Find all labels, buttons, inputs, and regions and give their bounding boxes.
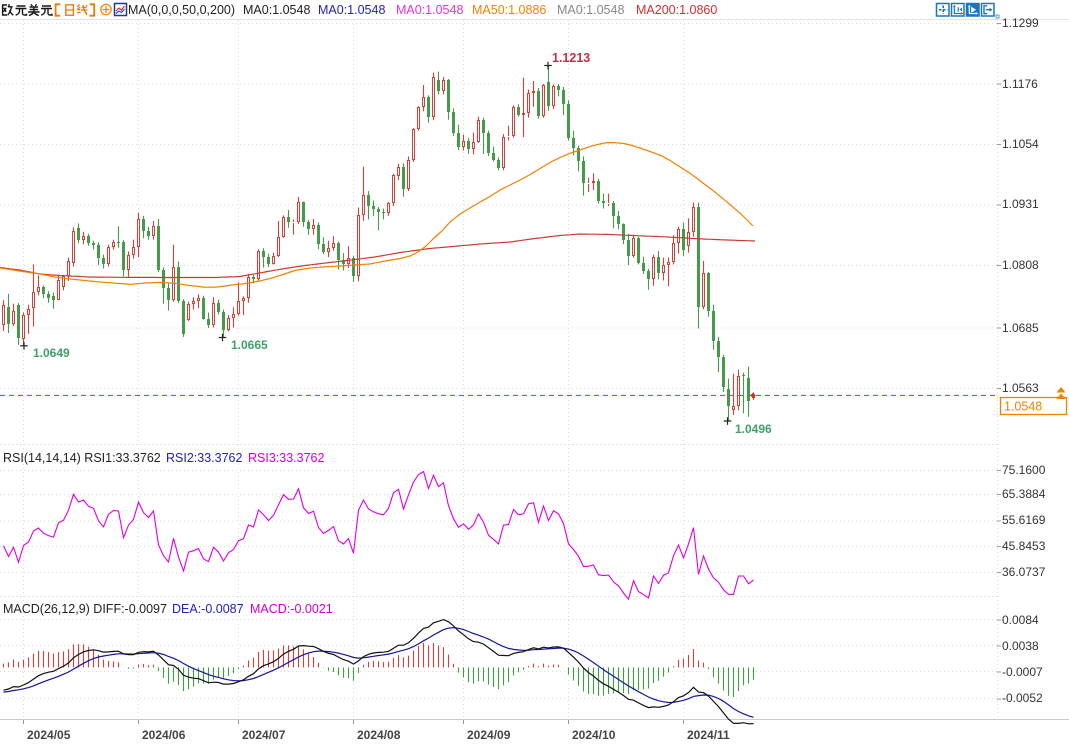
svg-text:1.0496: 1.0496 <box>735 422 772 436</box>
svg-text:65.3884: 65.3884 <box>1002 487 1046 501</box>
svg-text:RSI(14,14,14) RSI1:33.3762: RSI(14,14,14) RSI1:33.3762 <box>3 451 161 465</box>
svg-text:MA0:1.0548: MA0:1.0548 <box>243 3 310 17</box>
svg-text:1.1299: 1.1299 <box>1002 16 1039 30</box>
svg-text:MA0:1.0548: MA0:1.0548 <box>318 3 385 17</box>
svg-text:2024/11: 2024/11 <box>687 728 730 742</box>
svg-text:-0.0052: -0.0052 <box>1002 691 1043 705</box>
svg-text:36.0737: 36.0737 <box>1002 565 1046 579</box>
svg-text:MA(0,0,0,50,0,200): MA(0,0,0,50,0,200) <box>128 3 235 17</box>
svg-text:1.0649: 1.0649 <box>33 346 70 360</box>
svg-text:2024/08: 2024/08 <box>357 728 401 742</box>
svg-text:MA200:1.0860: MA200:1.0860 <box>636 3 717 17</box>
svg-text:1.0808: 1.0808 <box>1002 258 1039 272</box>
svg-text:2024/06: 2024/06 <box>142 728 186 742</box>
svg-text:MA0:1.0548: MA0:1.0548 <box>557 3 624 17</box>
svg-text:75.1600: 75.1600 <box>1002 463 1046 477</box>
svg-text:55.6169: 55.6169 <box>1002 513 1046 527</box>
svg-text:45.8453: 45.8453 <box>1002 539 1046 553</box>
svg-text:1.1213: 1.1213 <box>552 51 590 65</box>
svg-text:2024/05: 2024/05 <box>27 728 71 742</box>
svg-text:-0.0007: -0.0007 <box>1002 665 1043 679</box>
svg-text:MACD(26,12,9) DIFF:-0.0097: MACD(26,12,9) DIFF:-0.0097 <box>3 602 167 616</box>
svg-text:MA50:1.0886: MA50:1.0886 <box>472 3 546 17</box>
svg-text:0.0084: 0.0084 <box>1002 613 1039 627</box>
svg-text:1.1054: 1.1054 <box>1002 137 1039 151</box>
svg-text:DEA:-0.0087: DEA:-0.0087 <box>172 602 244 616</box>
svg-text:0.0038: 0.0038 <box>1002 639 1039 653</box>
svg-text:MA0:1.0548: MA0:1.0548 <box>396 3 463 17</box>
svg-text:1.0563: 1.0563 <box>1002 381 1039 395</box>
svg-text:MACD:-0.0021: MACD:-0.0021 <box>250 602 333 616</box>
svg-text:1.0685: 1.0685 <box>1002 321 1039 335</box>
svg-text:2024/07: 2024/07 <box>242 728 286 742</box>
svg-text:2024/09: 2024/09 <box>467 728 511 742</box>
svg-text:1.0931: 1.0931 <box>1002 197 1039 211</box>
svg-text:1.0548: 1.0548 <box>1004 400 1042 414</box>
svg-text:RSI2:33.3762: RSI2:33.3762 <box>166 451 242 465</box>
svg-text:2024/10: 2024/10 <box>572 728 616 742</box>
svg-text:1.1176: 1.1176 <box>1002 77 1038 91</box>
svg-text:1.0665: 1.0665 <box>231 338 268 352</box>
svg-text:RSI3:33.3762: RSI3:33.3762 <box>248 451 324 465</box>
